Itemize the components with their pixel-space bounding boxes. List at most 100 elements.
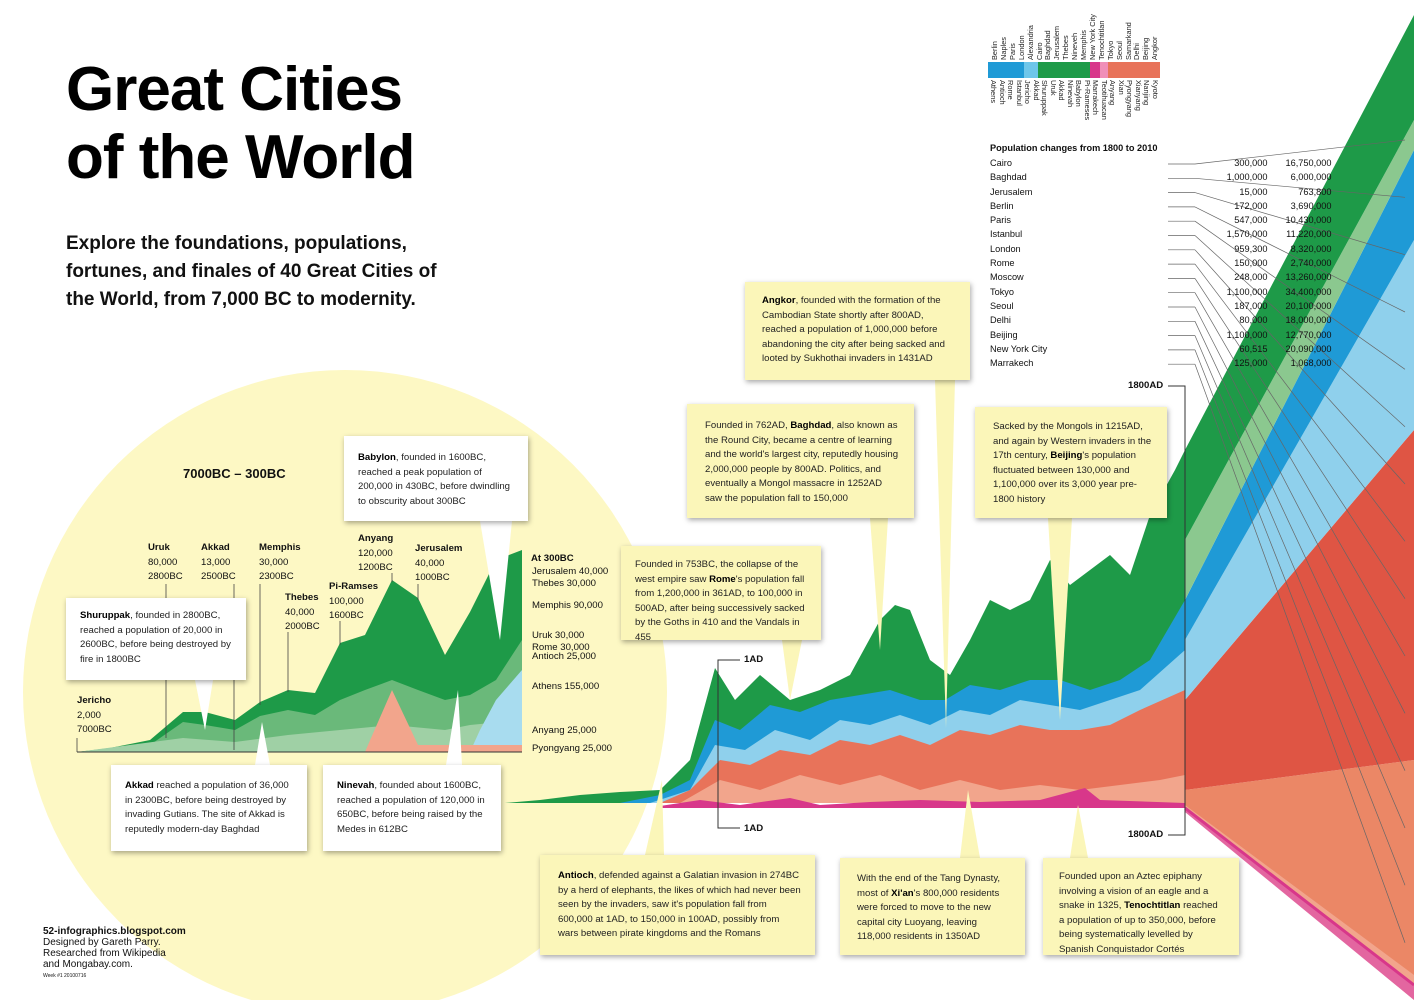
ancient-city-label: Akkad 13,000 2500BC (201, 541, 236, 585)
at-300bc-label: Jerusalem 40,000 (532, 566, 609, 577)
page-title: Great Cities of the World (66, 55, 415, 192)
population-cell-p2010: 20,090,000 (1285, 343, 1332, 354)
annotation-tails (195, 380, 1088, 858)
population-cell-p1800: 1,570,000 (1226, 229, 1268, 240)
ancient-city-label: Thebes 40,000 2000BC (285, 591, 320, 635)
legend-name-top: Paris (1007, 43, 1017, 60)
credits-designer: Designed by Gareth Parry. (43, 937, 161, 948)
at-300bc-label: Antioch 25,000 (532, 651, 597, 662)
population-cell-p2010: 2,740,000 (1290, 258, 1332, 269)
population-cell-p2010: 13,260,000 (1285, 272, 1332, 283)
modern-area-chart (1184, 15, 1414, 1000)
population-cell-city: Jerusalem (990, 186, 1033, 197)
population-cell-city: Seoul (990, 300, 1014, 311)
ancient-city-year: 2500BC (201, 571, 236, 582)
legend-name-bottom: Pyongyang (1125, 80, 1134, 117)
ancient-city-name: Jericho (77, 695, 112, 706)
credits-site: 52-infographics.blogspot.com (43, 926, 186, 937)
at-300bc-label: Thebes 30,000 (532, 578, 597, 589)
population-row: Delhi 80,000 18,000,000 (990, 315, 1331, 329)
ancient-city-year: 1000BC (415, 572, 450, 583)
ancient-city-population: 30,000 (259, 556, 289, 568)
ancient-city-population: 100,000 (329, 595, 364, 607)
at-300bc-label: Pyongyang 25,000 (532, 743, 613, 754)
legend-name-bottom: Jericho (1023, 80, 1032, 104)
ancient-green-light-layer (77, 640, 522, 752)
population-cell-p2010: 6,000,000 (1290, 172, 1332, 183)
population-cell-p2010: 16,750,000 (1285, 158, 1332, 168)
population-cell-p1800: 125,000 (1234, 358, 1268, 369)
population-row: Moscow 248,000 13,260,000 (990, 272, 1331, 286)
axis-label-1ad-top: 1AD (744, 654, 764, 665)
population-row: Jerusalem 15,000 763,800 (990, 186, 1331, 201)
population-cell-p2010: 10,430,000 (1285, 215, 1332, 226)
ancient-city-name: Akkad (201, 542, 230, 553)
modern-pink (1185, 808, 1414, 1000)
population-cell-city: Delhi (990, 315, 1011, 326)
ancient-city-label: Pi-Ramses 100,000 1600BC (329, 580, 378, 624)
population-row: New York City 60,515 20,090,000 (990, 343, 1331, 358)
page-subtitle: Explore the foundations, populations, fo… (66, 233, 437, 310)
population-table-title: Population changes from 1800 to 2010 (990, 143, 1158, 153)
annotation-angkor: Angkor, founded with the formation of th… (745, 282, 970, 380)
ancient-city-label: Jerusalem 40,000 1000BC (415, 542, 462, 586)
population-cell-p1800: 1,000,000 (1226, 172, 1268, 183)
population-row: Beijing 1,100,000 12,770,000 (990, 329, 1331, 344)
legend-name-top: New York City (1087, 13, 1097, 60)
axis-label-1800ad-bottom: 1800AD (1128, 829, 1164, 840)
inset-title: 7000BC – 300BC (183, 466, 286, 481)
population-cell-city: Beijing (990, 329, 1018, 340)
ancient-city-label: Jericho 2,000 7000BC (77, 694, 112, 738)
ancient-city-population: 40,000 (415, 557, 445, 569)
legend-name-top: Seoul (1114, 41, 1124, 60)
ancient-city-population: 120,000 (358, 547, 393, 559)
legend-name-bottom: Akkad (1057, 80, 1066, 101)
at-300bc-label: Anyang 25,000 (532, 725, 597, 736)
population-cell-city: New York City (990, 343, 1048, 354)
population-cell-city: Baghdad (990, 172, 1027, 183)
population-cell-p1800: 60,515 (1239, 343, 1268, 354)
legend-name-top: Tokyo (1105, 40, 1115, 60)
legend-name-top: Alexandria (1025, 25, 1035, 60)
ancient-area-chart (77, 550, 522, 753)
ancient-blue-layer (470, 670, 522, 752)
population-cell-p1800: 1,100,000 (1226, 286, 1268, 297)
annotation-akkad: Akkad reached a population of 36,000 in … (111, 765, 307, 851)
population-cell-p1800: 248,000 (1234, 272, 1268, 283)
population-cell-p2010: 18,000,000 (1285, 315, 1332, 326)
credits-research-2: and Mongabay.com. (43, 959, 133, 970)
axis-label-1800ad-top: 1800AD (1128, 380, 1164, 391)
at-300bc-label: Memphis 90,000 (532, 600, 603, 611)
credits-research-1: Researched from Wikipedia (43, 948, 166, 959)
population-cell-city: Paris (990, 215, 1011, 226)
ancient-city-year: 1600BC (329, 610, 364, 621)
ancient-city-population: 2,000 (77, 709, 102, 721)
legend-name-top: London (1016, 35, 1026, 60)
population-row: Tokyo 1,100,000 34,400,000 (990, 286, 1331, 301)
annotation-beijing: Sacked by the Mongols in 1215AD, and aga… (975, 407, 1167, 518)
ancient-city-label: Memphis 30,000 2300BC (259, 541, 301, 585)
modern-green (1185, 15, 1414, 540)
legend-name-top: Angkor (1150, 36, 1160, 60)
ancient-city-year: 1200BC (358, 562, 393, 573)
population-row: Cairo 300,000 16,750,000 (990, 158, 1331, 172)
main-area-chart (505, 450, 1185, 808)
population-cell-city: Tokyo (990, 286, 1014, 297)
credits-week: Week #1 20100716 (43, 973, 87, 979)
axis-markers (717, 385, 1186, 836)
population-cell-p2010: 1,068,000 (1290, 358, 1332, 369)
ancient-city-name: Thebes (285, 592, 319, 603)
title-line-1: Great Cities (66, 55, 403, 124)
legend-name-top: Nineveh (1070, 32, 1080, 60)
population-table: Population changes from 1800 to 2010 Cai… (990, 143, 1331, 372)
legend-name-top: Berlin (990, 41, 999, 60)
at-300bc-label: Athens 155,000 (532, 681, 600, 692)
population-row: Marrakech 125,000 1,068,000 (990, 358, 1331, 372)
table-leader-lines (1168, 139, 1406, 943)
legend-name-bottom: Marrakech (1091, 80, 1100, 115)
ancient-city-year: 2300BC (259, 571, 294, 582)
ancient-city-label: Anyang 120,000 1200BC (358, 532, 393, 576)
population-cell-city: Istanbul (990, 229, 1023, 240)
population-cell-p1800: 172,000 (1234, 200, 1268, 211)
population-cell-p1800: 15,000 (1239, 186, 1268, 197)
